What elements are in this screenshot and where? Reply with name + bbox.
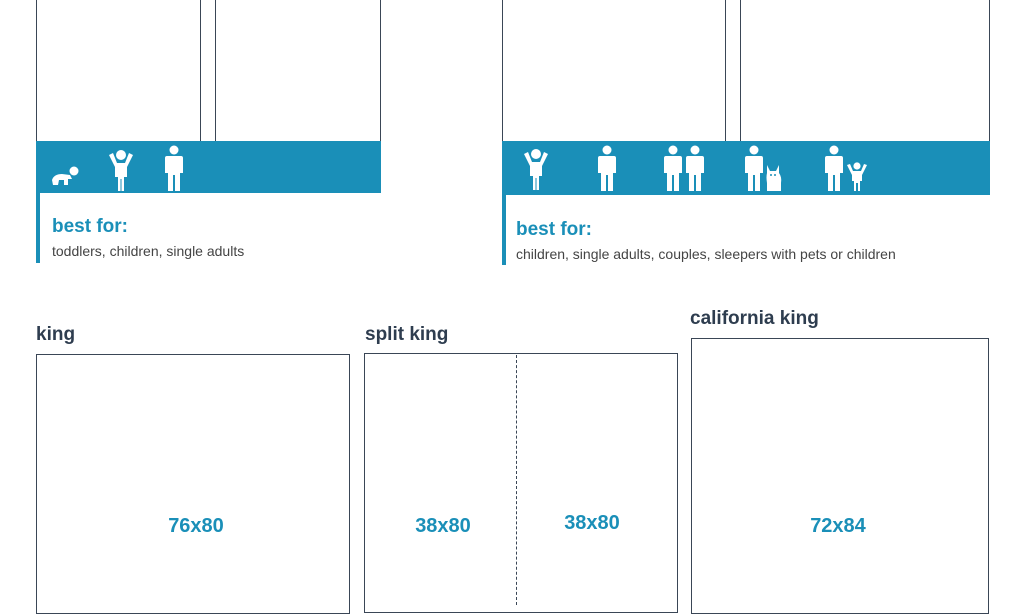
best-for-title: best for: <box>52 216 128 237</box>
child-icon <box>522 148 550 192</box>
bed-label-split-king: split king <box>365 324 449 345</box>
child-icon <box>107 149 135 193</box>
icon-band <box>36 141 381 193</box>
best-for-text: toddlers, children, single adults <box>52 243 245 259</box>
couple-icon <box>662 145 706 193</box>
bed-outline-split-king <box>364 353 678 613</box>
bed-label-king: king <box>36 324 76 345</box>
dimensions-king: 76x80 <box>168 515 224 537</box>
best-for-title: best for: <box>516 219 592 240</box>
adult-icon <box>596 145 618 193</box>
split-divider-line <box>516 355 517 605</box>
accent-bar <box>502 195 506 265</box>
adult-with-child-icon <box>823 145 869 193</box>
bed-outline-right-half <box>215 0 381 144</box>
bed-outline-king <box>36 354 350 614</box>
bed-label-california-king: california king <box>690 308 819 329</box>
bed-outline-california-king <box>691 338 989 614</box>
best-for-text: children, single adults, couples, sleepe… <box>516 246 896 262</box>
adult-icon <box>163 145 185 193</box>
crawling-baby-icon <box>50 166 82 188</box>
dimensions-split-king-right: 38x80 <box>564 512 620 534</box>
accent-bar <box>36 193 40 263</box>
bed-outline-right-half <box>740 0 990 144</box>
adult-with-dog-icon <box>743 145 785 193</box>
bed-outline-left-half <box>36 0 201 144</box>
dimensions-california-king: 72x84 <box>810 515 866 537</box>
dimensions-split-king-left: 38x80 <box>415 515 471 537</box>
bed-outline-left-half <box>502 0 726 144</box>
